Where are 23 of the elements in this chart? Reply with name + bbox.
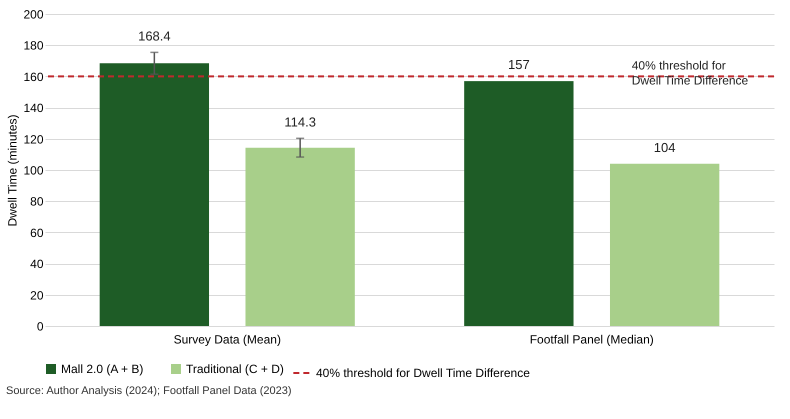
y-tick-label: 60 — [30, 226, 44, 240]
x-tick-label: Footfall Panel (Median) — [530, 332, 654, 346]
legend-label: Mall 2.0 (A + B) — [61, 362, 144, 376]
source-note: Source: Author Analysis (2024); Footfall Panel Data (2023) — [6, 385, 292, 397]
y-tick-label: 100 — [23, 164, 44, 178]
y-tick-label: 0 — [36, 320, 44, 334]
data-label: 104 — [654, 140, 676, 155]
y-axis-title: Dwell Time (minutes) — [5, 114, 20, 227]
data-label: 114.3 — [284, 114, 316, 130]
legend-label: Traditional (C + D) — [186, 362, 284, 376]
y-tick-label: 160 — [23, 70, 44, 84]
annotation: 40% threshold for Dwell Time Difference — [632, 58, 749, 88]
y-tick-label: 20 — [30, 288, 44, 302]
y-tick-label: 40 — [30, 257, 44, 272]
data-label: 157 — [508, 57, 530, 72]
y-tick-label: 120 — [23, 132, 44, 146]
x-tick-label: Survey Data (Mean) — [174, 332, 281, 346]
legend-label: 40% threshold for Dwell Time Difference — [316, 366, 530, 380]
y-tick-label: 200 — [23, 8, 44, 22]
y-tick-label: 140 — [23, 101, 44, 116]
y-tick-label: 80 — [30, 194, 44, 209]
data-label: 168.4 — [138, 28, 171, 44]
y-tick-label: 180 — [23, 38, 44, 53]
